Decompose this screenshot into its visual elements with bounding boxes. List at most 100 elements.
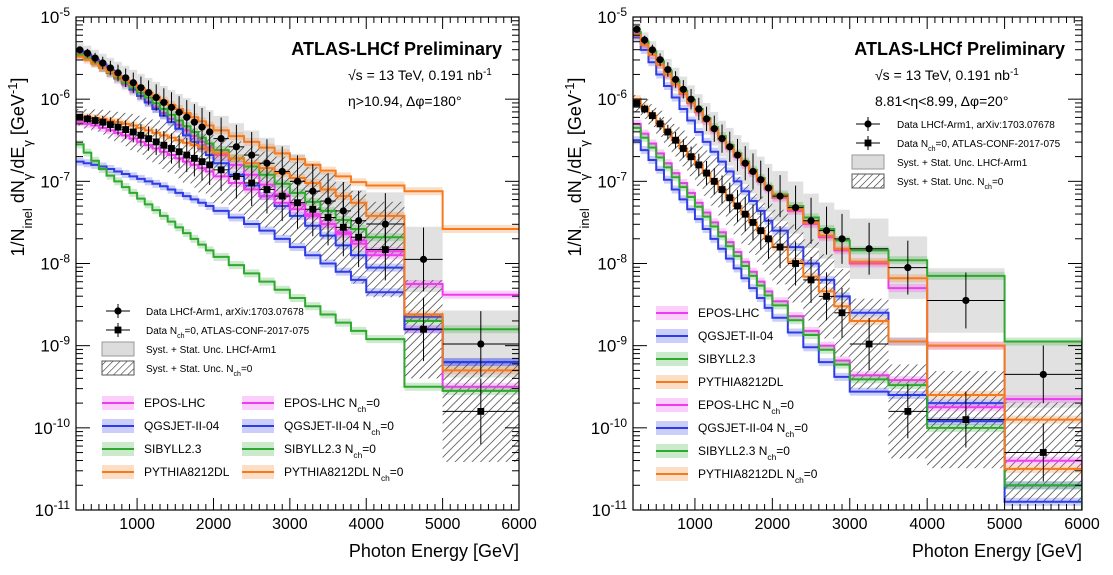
chart-title: ATLAS-LHCf Preliminary: [291, 39, 502, 59]
data-point-square: [175, 148, 183, 156]
data-point-square: [838, 309, 846, 317]
data-point-square: [865, 340, 873, 348]
data-point-circle: [695, 105, 703, 113]
y-tick-label: 10-6: [40, 87, 70, 109]
data-point-circle: [733, 151, 742, 159]
data-point-circle: [807, 217, 815, 225]
data-point-square: [710, 177, 718, 185]
data-point-circle: [217, 135, 225, 143]
legend-label: SIBYLL2.3: [144, 442, 202, 456]
data-point-circle: [710, 125, 718, 133]
data-point-square: [718, 186, 726, 193]
data-point-circle: [248, 151, 256, 159]
data-point-circle: [962, 296, 970, 305]
chart-subtitle: √s = 13 TeV, 0.191 nb-1: [348, 67, 492, 84]
data-point-circle: [232, 143, 240, 151]
legend-label: EPOS-LHC Nch=0: [284, 396, 380, 414]
x-tick-label: 1000: [677, 516, 713, 533]
legend-label: PYTHIA8212DL Nch=0: [698, 467, 818, 485]
legend-marker-graybox: [101, 341, 135, 357]
data-point-circle: [648, 46, 656, 54]
model-line: [76, 116, 519, 372]
y-tick-label: 10-10: [591, 416, 628, 438]
x-tick-label: 1000: [119, 516, 155, 533]
legend-label: Syst. + Stat. Unc. Nch=0: [146, 364, 253, 378]
data-point-square: [749, 219, 757, 226]
data-point-circle: [718, 135, 726, 143]
chart-subtitle: √s = 13 TeV, 0.191 nb-1: [875, 67, 1019, 84]
data-point-square: [776, 243, 784, 251]
data-point-square: [294, 199, 301, 207]
data-point-square: [217, 166, 225, 174]
model-line: [633, 122, 1082, 494]
data-points: [76, 46, 519, 445]
data-point-square: [477, 408, 485, 415]
model-line: [633, 36, 1082, 502]
data-point-circle: [791, 204, 800, 212]
plot-area: [633, 22, 1082, 510]
legend-marker-square: [864, 139, 872, 147]
chart-panel-left: 1000 2000 3000 4000 5000 6000 Photon Energy [G…: [5, 5, 537, 561]
x-tick-label: 6000: [501, 516, 537, 533]
chart-subtitle: 8.81<η<8.99, Δφ=20°: [875, 93, 1008, 109]
data-point-circle: [190, 118, 198, 126]
y-tick-label: 10-11: [592, 498, 628, 520]
data-point-square: [695, 161, 703, 169]
data-point-circle: [106, 64, 114, 72]
y-tick-label: 10-5: [597, 5, 627, 27]
data-point-circle: [263, 159, 271, 167]
data-point-circle: [776, 192, 784, 200]
data-point-circle: [838, 235, 846, 243]
title-block: ATLAS-LHCf Preliminary √s = 13 TeV, 0.191…: [291, 39, 502, 109]
legend-label: Data LHCf-Arm1, arXiv:1703.07678: [146, 307, 304, 318]
data-point-square: [1039, 449, 1047, 456]
y-tick-label: 10-7: [40, 169, 70, 191]
data-point-square: [106, 121, 114, 129]
legend-label: PYTHIA8212DL: [144, 465, 230, 479]
legend-label: EPOS-LHC: [144, 396, 206, 410]
data-point-square: [741, 210, 749, 218]
data-point-circle: [477, 340, 485, 348]
y-tick-label: 10-11: [35, 498, 71, 520]
data-point-circle: [1039, 370, 1047, 379]
data-point-circle: [206, 128, 214, 136]
data-point-circle: [198, 123, 206, 131]
model-line: [76, 143, 519, 392]
data-point-circle: [757, 176, 765, 184]
data-point-square: [734, 202, 741, 210]
data-point-square: [648, 112, 656, 119]
data-point-circle: [160, 98, 168, 107]
model-line: [76, 160, 519, 364]
data-point-square: [114, 123, 122, 131]
data-point-circle: [183, 113, 191, 121]
data-point-square: [420, 325, 427, 333]
data-point-square: [190, 154, 198, 162]
data-point-square: [664, 128, 672, 136]
data-point-square: [129, 128, 137, 136]
data-point-circle: [687, 95, 695, 103]
data-point-circle: [122, 74, 130, 82]
legend-marker-graybox: [851, 154, 885, 170]
legend-label: PYTHIA8212DL Nch=0: [284, 465, 404, 483]
legend-marker-circle: [114, 307, 122, 315]
x-tick-label: 3000: [832, 516, 868, 533]
data-point-square: [807, 276, 815, 284]
legend-label: SIBYLL2.3 Nch=0: [698, 444, 790, 462]
x-tick-label: 4000: [909, 516, 945, 533]
y-tick-label: 10-8: [40, 252, 70, 274]
legend-marker-square: [114, 326, 122, 334]
data-point-circle: [702, 115, 711, 123]
data-point-square: [355, 233, 363, 241]
data-points: [633, 25, 1082, 482]
chart-subtitle: η>10.94, Δφ=180°: [348, 93, 462, 109]
data-point-circle: [129, 79, 137, 87]
data-point-square: [278, 192, 286, 200]
data-point-square: [160, 141, 168, 149]
legend-label: QGSJET-II-04: [144, 419, 220, 433]
data-point-square: [232, 173, 240, 180]
legend-label: SIBYLL2.3 Nch=0: [284, 442, 376, 460]
y-tick-label: 10-10: [34, 416, 71, 438]
y-axis: 10-11 10-10 10-9 10-8 10-7 10-6 10-5: [591, 5, 1082, 520]
